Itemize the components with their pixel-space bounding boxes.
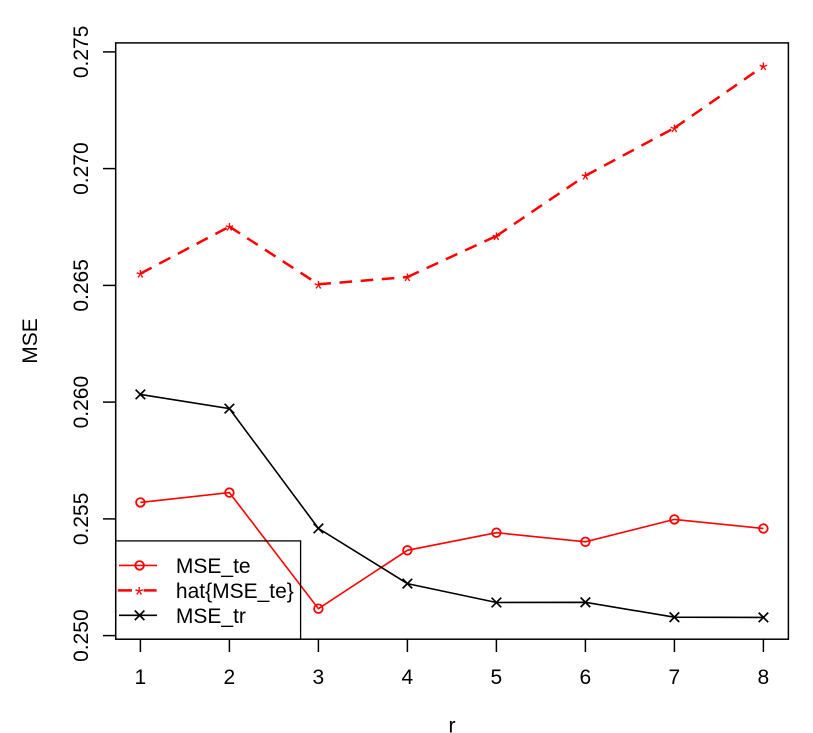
svg-text:8: 8 xyxy=(758,666,770,689)
svg-text:*: * xyxy=(670,120,679,145)
svg-text:r: r xyxy=(449,715,456,733)
svg-text:5: 5 xyxy=(491,666,503,689)
svg-text:*: * xyxy=(136,266,145,291)
svg-text:1: 1 xyxy=(135,666,147,689)
svg-text:hat{MSE_te}: hat{MSE_te} xyxy=(176,580,294,603)
svg-text:0.260: 0.260 xyxy=(70,376,93,429)
svg-text:7: 7 xyxy=(669,666,681,689)
svg-text:0.275: 0.275 xyxy=(70,26,93,79)
svg-text:0.255: 0.255 xyxy=(70,493,93,546)
svg-text:2: 2 xyxy=(224,666,236,689)
svg-text:*: * xyxy=(403,269,412,294)
svg-text:MSE: MSE xyxy=(19,318,42,364)
svg-text:MSE_tr: MSE_tr xyxy=(176,605,246,628)
svg-text:*: * xyxy=(225,219,234,244)
svg-text:*: * xyxy=(135,582,144,607)
svg-text:0.250: 0.250 xyxy=(70,609,93,662)
svg-text:3: 3 xyxy=(313,666,325,689)
svg-text:*: * xyxy=(581,168,590,193)
svg-text:*: * xyxy=(759,58,768,83)
svg-text:6: 6 xyxy=(580,666,592,689)
svg-text:4: 4 xyxy=(402,666,414,689)
svg-text:MSE_te: MSE_te xyxy=(176,555,251,578)
svg-text:0.270: 0.270 xyxy=(70,142,93,195)
svg-text:*: * xyxy=(314,276,323,301)
svg-text:0.265: 0.265 xyxy=(70,259,93,312)
svg-text:*: * xyxy=(492,228,501,253)
